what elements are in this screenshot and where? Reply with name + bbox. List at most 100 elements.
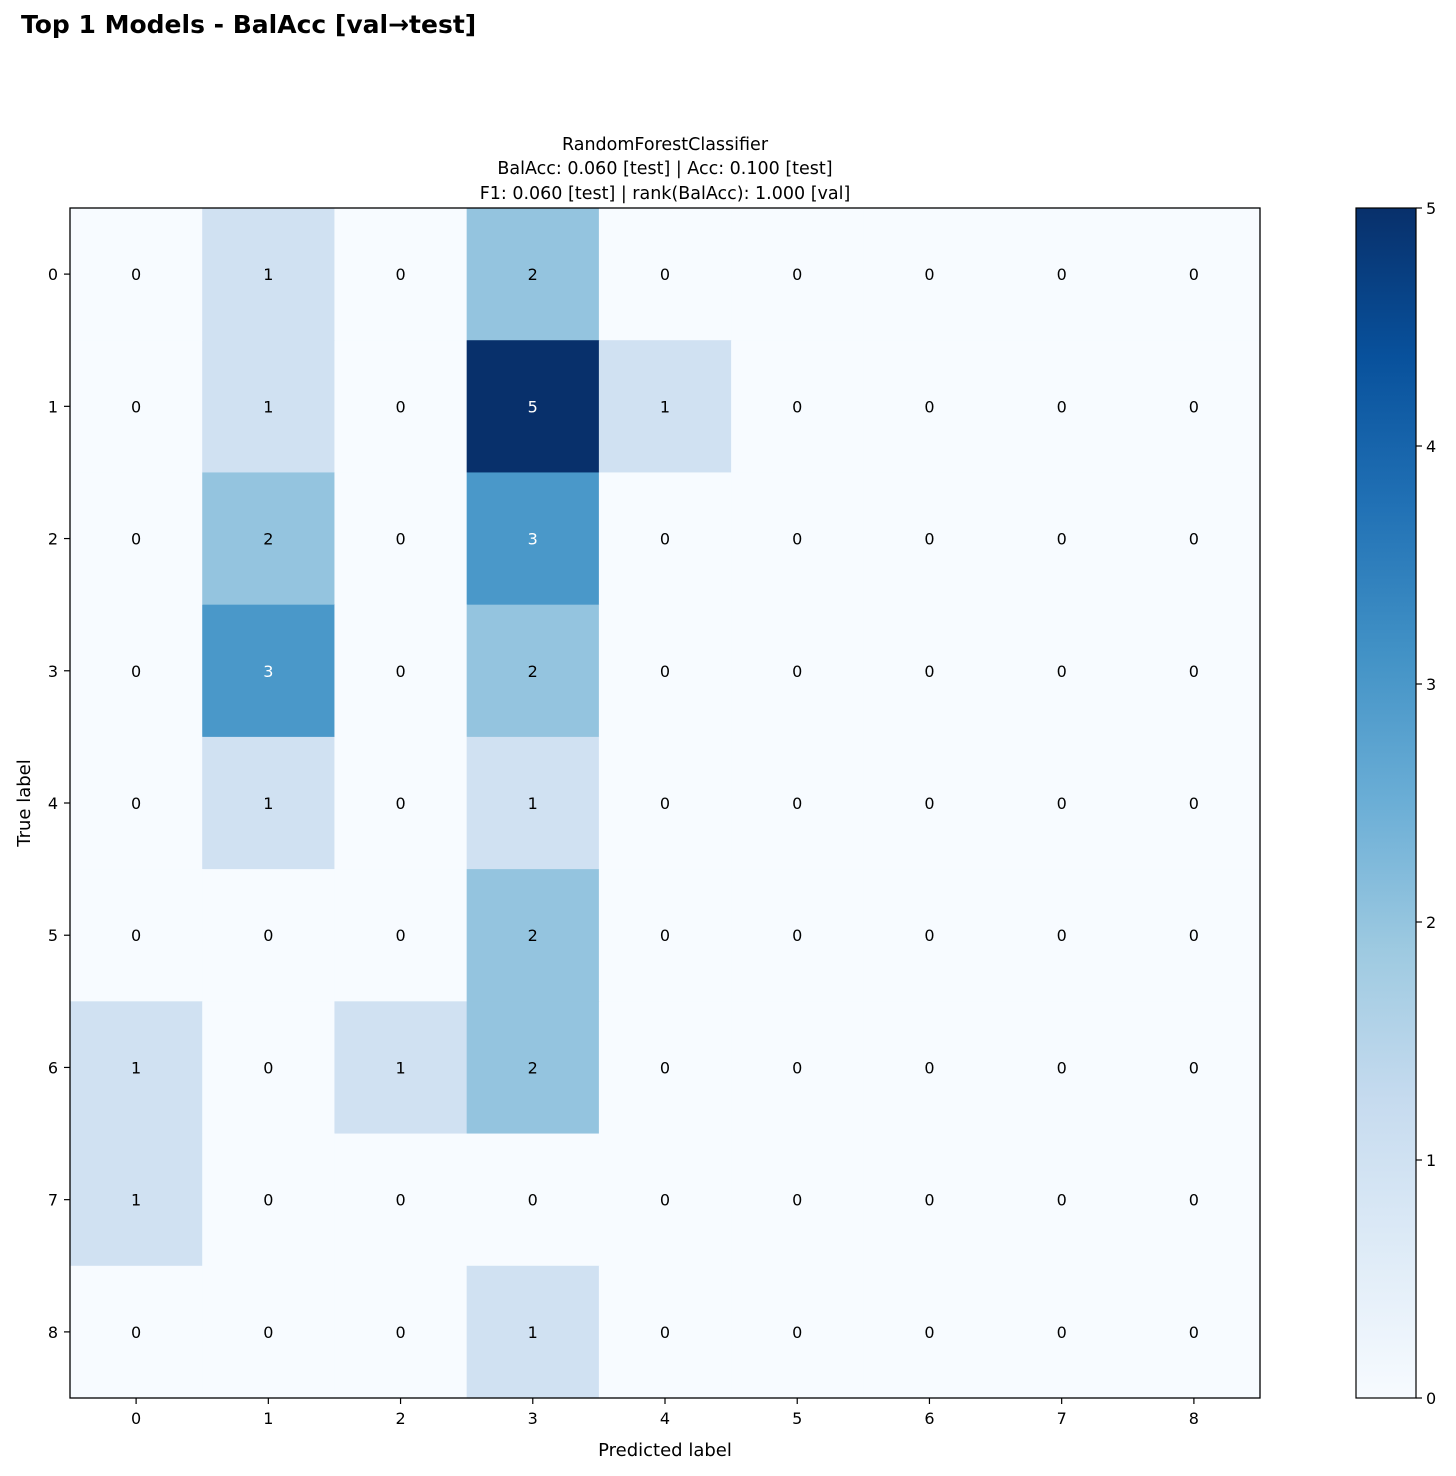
colorbar-tick-label: 3 [1426, 675, 1436, 694]
cell-value-label: 0 [792, 1323, 802, 1342]
cell-value-label: 0 [924, 1058, 934, 1077]
cell-value-label: 0 [660, 530, 670, 549]
heatmap-cell-r1-c1 [202, 340, 336, 474]
cell-value-label: 0 [1057, 1191, 1067, 1210]
heatmap-cell-r1-c0 [70, 340, 203, 474]
cell-value-label: 1 [395, 1058, 405, 1077]
cell-value-label: 0 [131, 530, 141, 549]
y-tick-label: 6 [48, 1058, 58, 1077]
heatmap-cell-r2-c6 [863, 472, 997, 606]
heatmap-cell-r0-c7 [995, 208, 1129, 341]
heatmap-cell-r6-c3 [466, 1001, 600, 1135]
heatmap-cell-r0-c4 [598, 208, 732, 341]
heatmap-cell-r1-c8 [1127, 340, 1261, 474]
y-tick-label: 4 [48, 794, 58, 813]
heatmap-cell-r5-c8 [1127, 869, 1261, 1002]
cell-value-label: 0 [395, 926, 405, 945]
y-tick-label: 1 [48, 397, 58, 416]
cell-value-label: 2 [263, 530, 273, 549]
heatmap-cell-r3-c7 [995, 604, 1129, 738]
cell-value-label: 0 [792, 926, 802, 945]
cell-value-label: 1 [528, 1323, 538, 1342]
heatmap-cell-r2-c4 [598, 472, 732, 606]
cell-value-label: 0 [924, 265, 934, 284]
heatmap-cell-r0-c2 [334, 208, 468, 341]
cell-value-label: 3 [528, 530, 538, 549]
heatmap-cell-r6-c2 [334, 1001, 468, 1135]
cell-value-label: 0 [1057, 530, 1067, 549]
heatmap-cell-r5-c0 [70, 869, 203, 1002]
cell-value-label: 0 [395, 1191, 405, 1210]
x-tick-label: 6 [924, 1409, 934, 1428]
cell-value-label: 0 [263, 926, 273, 945]
y-tick-label: 0 [48, 265, 58, 284]
x-tick-label: 8 [1189, 1409, 1199, 1428]
heatmap-cell-r7-c1 [202, 1133, 336, 1267]
heatmap-cell-r8-c8 [1127, 1265, 1261, 1399]
y-tick-label: 2 [48, 530, 58, 549]
cell-value-label: 0 [924, 662, 934, 681]
heatmap-cell-r7-c8 [1127, 1133, 1261, 1267]
heatmap-cell-r8-c3 [466, 1265, 600, 1399]
chart-title-line-2: F1: 0.060 [test] | rank(BalAcc): 1.000 [… [480, 184, 851, 204]
cell-value-label: 0 [660, 662, 670, 681]
heatmap-cell-r6-c4 [598, 1001, 732, 1135]
cell-value-label: 1 [528, 794, 538, 813]
heatmap-cell-r0-c1 [202, 208, 336, 341]
cell-value-label: 0 [395, 1323, 405, 1342]
cell-value-label: 0 [263, 1323, 273, 1342]
heatmap-cell-r0-c3 [466, 208, 600, 341]
cell-value-label: 0 [792, 397, 802, 416]
heatmap-cell-r5-c7 [995, 869, 1129, 1002]
heatmap-cell-r7-c3 [466, 1133, 600, 1267]
heatmap-cell-r8-c1 [202, 1265, 336, 1399]
heatmap-cell-r2-c2 [334, 472, 468, 606]
heatmap-cell-r5-c1 [202, 869, 336, 1002]
x-tick-label: 4 [660, 1409, 670, 1428]
cell-value-label: 0 [395, 794, 405, 813]
cell-value-label: 0 [660, 794, 670, 813]
y-axis-label: True label [14, 759, 35, 848]
colorbar-tick-label: 4 [1426, 437, 1436, 456]
cell-value-label: 1 [131, 1191, 141, 1210]
cell-value-label: 3 [263, 662, 273, 681]
cell-value-label: 0 [263, 1191, 273, 1210]
heatmap-cell-r5-c6 [863, 869, 997, 1002]
colorbar-tick-label: 5 [1426, 199, 1436, 218]
heatmap-cell-r3-c3 [466, 604, 600, 738]
chart-title-line-1: BalAcc: 0.060 [test] | Acc: 0.100 [test] [497, 159, 832, 179]
chart-title-line-0: RandomForestClassifier [562, 135, 769, 155]
heatmap-cell-r3-c5 [731, 604, 864, 738]
cell-value-label: 0 [1189, 530, 1199, 549]
cell-value-label: 0 [528, 1191, 538, 1210]
heatmap-cell-r5-c3 [466, 869, 600, 1002]
heatmap-cell-r4-c4 [598, 736, 732, 870]
heatmap-cell-r1-c4 [598, 340, 732, 474]
x-tick-label: 7 [1057, 1409, 1067, 1428]
cell-value-label: 0 [131, 662, 141, 681]
cell-value-label: 0 [131, 397, 141, 416]
heatmap-cell-r4-c5 [731, 736, 864, 870]
cell-value-label: 0 [395, 265, 405, 284]
cell-value-label: 2 [528, 1058, 538, 1077]
cell-value-label: 0 [792, 1058, 802, 1077]
colorbar-tick-label: 0 [1426, 1389, 1436, 1408]
cell-value-label: 0 [1189, 1191, 1199, 1210]
heatmap-cell-r6-c5 [731, 1001, 864, 1135]
cell-value-label: 0 [263, 1058, 273, 1077]
heatmap-cell-r1-c2 [334, 340, 468, 474]
heatmap-cell-r2-c7 [995, 472, 1129, 606]
cell-value-label: 0 [1057, 265, 1067, 284]
heatmap-cell-r6-c1 [202, 1001, 336, 1135]
heatmap-cell-r7-c7 [995, 1133, 1129, 1267]
heatmap-cell-r0-c8 [1127, 208, 1261, 341]
heatmap-cell-r2-c3 [466, 472, 600, 606]
cell-value-label: 0 [660, 265, 670, 284]
heatmap-cell-r3-c2 [334, 604, 468, 738]
heatmap-cell-r2-c0 [70, 472, 203, 606]
heatmap-cell-r7-c4 [598, 1133, 732, 1267]
x-tick-label: 0 [131, 1409, 141, 1428]
heatmap-cell-r8-c6 [863, 1265, 997, 1399]
heatmap-cell-r0-c6 [863, 208, 997, 341]
